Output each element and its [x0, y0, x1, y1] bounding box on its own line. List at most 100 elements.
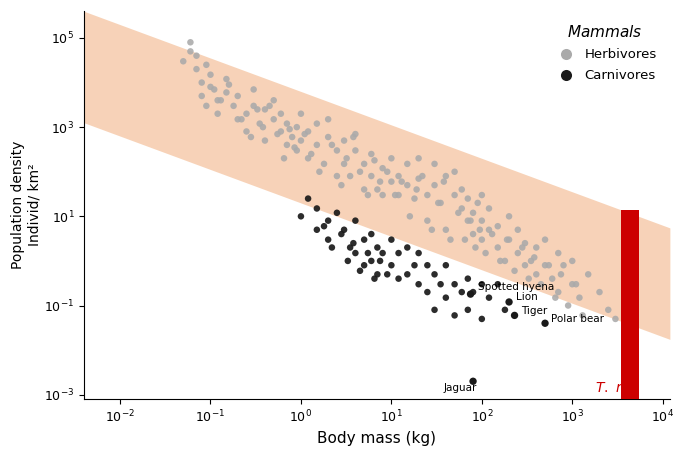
- Herbivores: [519, 239, 530, 247]
- Herbivores: [185, 39, 196, 46]
- Herbivores: [567, 257, 578, 265]
- Herbivores: [366, 172, 377, 180]
- Herbivores: [272, 130, 283, 138]
- Herbivores: [422, 191, 433, 199]
- Herbivores: [279, 154, 289, 162]
- Herbivores: [327, 141, 338, 149]
- Herbivores: [196, 92, 207, 100]
- Herbivores: [366, 150, 377, 158]
- Herbivores: [264, 102, 275, 110]
- Carnivores: [422, 288, 433, 296]
- Carnivores: [413, 281, 424, 288]
- Carnivores: [435, 281, 446, 288]
- Carnivores: [348, 239, 359, 247]
- Herbivores: [292, 123, 303, 131]
- Herbivores: [248, 102, 259, 110]
- Herbivores: [233, 92, 244, 100]
- Herbivores: [523, 275, 534, 282]
- Herbivores: [322, 133, 333, 141]
- Herbivores: [372, 186, 383, 193]
- Herbivores: [456, 205, 467, 212]
- Herbivores: [259, 137, 270, 144]
- Herbivores: [409, 195, 420, 202]
- Herbivores: [558, 261, 569, 269]
- Herbivores: [574, 294, 585, 301]
- Herbivores: [393, 172, 404, 180]
- Herbivores: [449, 191, 460, 199]
- Herbivores: [465, 217, 476, 224]
- Carnivores: [322, 236, 333, 243]
- Herbivores: [449, 168, 460, 175]
- Herbivores: [350, 147, 361, 154]
- Herbivores: [314, 168, 325, 175]
- Carnivores: [499, 306, 510, 314]
- Carnivores: [456, 288, 467, 296]
- Herbivores: [381, 168, 392, 175]
- Herbivores: [201, 61, 212, 69]
- Herbivores: [480, 250, 491, 257]
- Herbivores: [212, 110, 223, 117]
- Herbivores: [191, 52, 202, 59]
- Herbivores: [296, 137, 307, 144]
- Herbivores: [484, 205, 495, 212]
- Herbivores: [246, 133, 257, 141]
- Herbivores: [339, 160, 350, 168]
- Herbivores: [350, 130, 361, 138]
- Herbivores: [196, 79, 207, 86]
- Carnivores: [359, 236, 370, 243]
- Y-axis label: Population density
Individ/ km²: Population density Individ/ km²: [11, 141, 41, 269]
- Herbivores: [493, 244, 504, 251]
- Herbivores: [440, 172, 451, 180]
- Carnivores: [386, 236, 397, 243]
- Carnivores: [449, 312, 460, 319]
- Carnivores: [359, 261, 370, 269]
- Herbivores: [567, 281, 578, 288]
- Herbivores: [402, 181, 413, 189]
- Carnivores: [362, 250, 373, 257]
- Herbivores: [577, 312, 588, 319]
- Herbivores: [303, 154, 314, 162]
- Herbivores: [438, 178, 449, 185]
- Herbivores: [322, 116, 333, 123]
- Herbivores: [241, 110, 252, 117]
- Herbivores: [504, 236, 514, 243]
- Herbivores: [341, 154, 352, 162]
- Herbivores: [221, 75, 232, 83]
- Herbivores: [563, 302, 573, 309]
- Herbivores: [468, 230, 479, 238]
- Carnivores: [381, 271, 392, 278]
- Herbivores: [547, 275, 558, 282]
- Point: [504, 298, 514, 306]
- Herbivores: [268, 116, 279, 123]
- Point: [540, 319, 551, 327]
- Carnivores: [311, 205, 322, 212]
- Herbivores: [318, 160, 329, 168]
- Herbivores: [517, 244, 528, 251]
- X-axis label: Body mass (kg): Body mass (kg): [318, 431, 436, 446]
- Herbivores: [359, 186, 370, 193]
- Carnivores: [462, 306, 473, 314]
- Herbivores: [275, 110, 286, 117]
- Herbivores: [429, 181, 440, 189]
- Herbivores: [433, 199, 444, 207]
- Carnivores: [377, 250, 388, 257]
- Herbivores: [209, 86, 220, 93]
- Herbivores: [359, 160, 370, 168]
- Herbivores: [484, 226, 495, 234]
- Herbivores: [348, 133, 359, 141]
- Carnivores: [303, 195, 314, 202]
- Carnivores: [402, 271, 413, 278]
- Herbivores: [191, 65, 202, 73]
- Carnivores: [493, 281, 504, 288]
- Herbivores: [426, 226, 437, 234]
- Herbivores: [413, 154, 424, 162]
- Carnivores: [350, 250, 361, 257]
- Herbivores: [571, 281, 582, 288]
- Text: Spotted hyena: Spotted hyena: [477, 282, 554, 292]
- Carnivores: [422, 261, 433, 269]
- Herbivores: [512, 226, 523, 234]
- Herbivores: [281, 141, 292, 149]
- Herbivores: [512, 250, 523, 257]
- Herbivores: [476, 217, 487, 224]
- Carnivores: [476, 315, 487, 323]
